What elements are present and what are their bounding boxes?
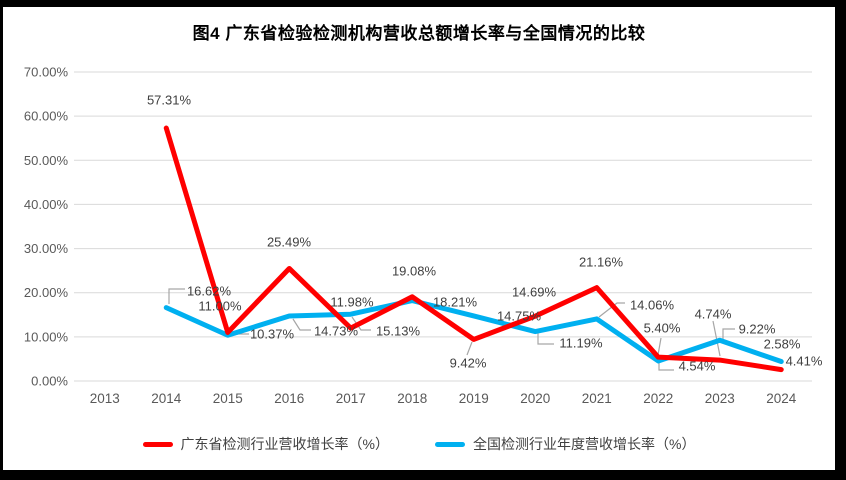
y-tick-label: 20.00%	[24, 285, 69, 300]
legend-line-sample-blue	[435, 441, 465, 447]
label-leader	[351, 316, 371, 331]
data-label: 16.62%	[187, 284, 232, 299]
legend-label-guangdong: 广东省检测行业营收增长率（%）	[180, 436, 389, 452]
data-label: 9.22%	[739, 322, 776, 337]
data-label: 14.73%	[314, 324, 359, 339]
data-label: 14.69%	[512, 285, 557, 300]
data-label: 19.08%	[392, 264, 437, 279]
label-leader	[598, 302, 625, 318]
legend-line-sample-red	[142, 441, 173, 447]
x-tick-label: 2013	[90, 391, 120, 406]
x-tick-label: 2024	[766, 391, 797, 406]
label-leader	[168, 288, 185, 304]
data-label: 4.54%	[679, 359, 716, 374]
label-leader	[466, 341, 473, 356]
chart-frame: 图4 广东省检验检测机构营收总额增长率与全国情况的比较 0.00% 10.00% 2…	[3, 7, 835, 470]
data-label: 18.21%	[433, 295, 478, 310]
x-tick-label: 2022	[643, 391, 673, 406]
y-tick-label: 40.00%	[24, 197, 69, 212]
x-tick-label: 2017	[336, 391, 366, 406]
x-tick-label: 2023	[705, 391, 735, 406]
chart-title: 图4 广东省检验检测机构营收总额增长率与全国情况的比较	[192, 24, 646, 43]
y-tick-label: 10.00%	[24, 329, 69, 344]
data-label: 11.98%	[330, 295, 374, 310]
data-label: 57.31%	[147, 93, 192, 108]
x-tick-label: 2015	[213, 391, 243, 406]
label-leader	[722, 328, 735, 339]
label-leader	[658, 362, 674, 371]
data-label: 15.13%	[376, 324, 421, 339]
x-tick-label: 2016	[274, 391, 304, 406]
legend-item-national: 全国检测行业年度营收增长率（%）	[435, 434, 695, 454]
data-label: 5.40%	[644, 321, 681, 336]
data-label: 25.49%	[267, 235, 312, 250]
x-tick-label: 2020	[520, 391, 550, 406]
label-leader	[712, 320, 721, 357]
series-line-guangdong	[163, 125, 784, 373]
data-label: 2.58%	[764, 337, 801, 352]
y-tick-label: 50.00%	[24, 153, 69, 168]
data-label: 9.42%	[450, 356, 487, 371]
data-label: 11.00%	[198, 299, 242, 314]
y-tick-label: 30.00%	[24, 241, 69, 256]
data-label: 10.37%	[250, 327, 295, 342]
x-tick-label: 2019	[459, 391, 489, 406]
label-leader	[537, 333, 554, 345]
series-line-national	[163, 298, 784, 365]
y-tick-label: 70.00%	[24, 65, 69, 80]
legend: 广东省检测行业营收增长率（%） 全国检测行业年度营收增长率（%）	[3, 434, 835, 454]
data-label: 11.19%	[559, 336, 603, 351]
label-leader	[292, 318, 311, 331]
y-tick-label: 0.00%	[31, 374, 68, 389]
x-tick-label: 2014	[151, 391, 182, 406]
data-label: 4.74%	[695, 307, 732, 322]
label-leader	[657, 337, 662, 356]
x-tick-label: 2018	[397, 391, 427, 406]
data-label: 14.75%	[497, 309, 542, 324]
line-chart: 0.00% 10.00% 20.00% 30.00% 40.00% 50.00% 60.00…	[24, 65, 823, 407]
y-tick-label: 60.00%	[24, 109, 69, 124]
x-tick-label: 2021	[582, 391, 612, 406]
legend-item-guangdong: 广东省检测行业营收增长率（%）	[142, 434, 389, 454]
legend-label-national: 全国检测行业年度营收增长率（%）	[473, 436, 696, 452]
data-label: 21.16%	[579, 255, 624, 270]
data-label: 14.06%	[630, 298, 675, 313]
data-label: 4.41%	[786, 354, 823, 369]
